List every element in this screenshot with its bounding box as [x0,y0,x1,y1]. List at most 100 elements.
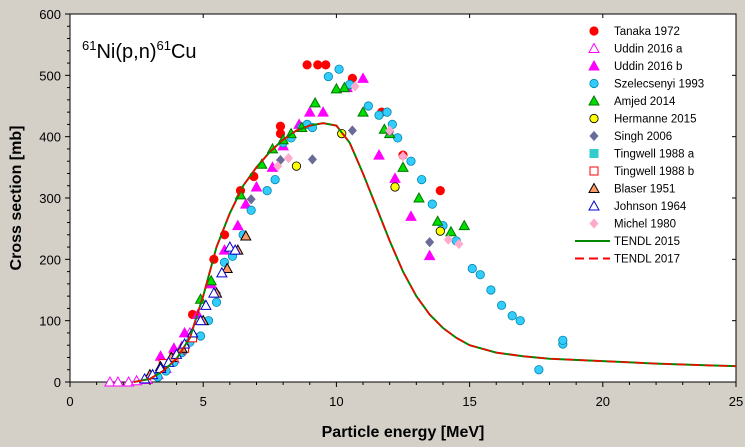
x-axis-title: Particle energy [MeV] [322,424,485,441]
point-singh-2006-2 [246,194,256,205]
point-michel-1980-0 [273,161,283,172]
point-amjed-2014-15 [413,191,425,203]
legend-label-johnson-1964: Johnson 1964 [614,201,687,213]
y-tick-label: 0 [54,375,61,390]
point-michel-1980-6 [454,238,464,250]
legend-label-uddin-2016-b: Uddin 2016 b [614,61,682,73]
point-amjed-2014-9 [330,82,343,94]
point-uddin-2016-b-8 [250,180,263,192]
point-uddin-2016-b-16 [373,149,385,160]
point-johnson-1964-12 [229,244,242,255]
point-johnson-1964-11 [223,241,236,252]
legend-label-szelecsenyi-1993: Szelecsenyi 1993 [614,79,704,91]
point-uddin-2016-b-12 [303,106,316,117]
legend-label-tendl-2017: TENDL 2017 [614,254,680,266]
legend-label-blaser-1951: Blaser 1951 [614,184,675,196]
point-szelecsenyi-1993-7 [211,297,222,307]
point-amjed-2014-11 [357,106,369,117]
point-johnson-1964-10 [215,266,228,278]
point-uddin-2016-b-13 [317,106,329,117]
legend-marker-szelecsenyi-1993 [589,78,599,89]
point-amjed-2014-18 [458,219,471,231]
point-szelecsenyi-1993-19 [323,71,334,82]
point-uddin-2016-b-15 [357,72,369,83]
y-tick-label: 300 [39,191,61,206]
plot-area [69,13,737,383]
point-szelecsenyi-1993-24 [382,107,392,117]
point-tanaka-1972-8 [313,60,323,70]
point-michel-1980-3 [385,125,395,136]
point-uddin-2016-b-19 [423,249,436,261]
point-michel-1980-1 [283,153,293,164]
point-johnson-1964-7 [194,314,207,326]
legend-marker-hermanne-2015 [589,113,599,124]
point-szelecsenyi-1993-34 [486,285,496,295]
legend-label-michel-1980: Michel 1980 [614,219,676,231]
point-hermanne-2015-2 [390,182,400,192]
point-singh-2006-5 [347,125,357,136]
point-tanaka-1972-6 [275,121,286,131]
point-szelecsenyi-1993-22 [363,101,373,111]
y-tick-label: 500 [39,68,61,83]
point-michel-1980-4 [398,151,408,162]
legend-marker-uddin-2016-b [588,59,600,71]
legend-marker-singh-2006 [589,130,599,142]
legend-label-uddin-2016-a: Uddin 2016 a [614,44,683,56]
point-blaser-1951-9 [239,229,252,241]
y-tick-label: 400 [39,130,61,145]
point-johnson-1964-8 [200,299,212,310]
point-tanaka-1972-7 [302,60,312,70]
point-uddin-2016-b-2 [178,326,191,338]
x-tick-label: 0 [66,394,73,409]
point-szelecsenyi-1993-12 [262,186,272,196]
point-tanaka-1972-9 [321,60,331,70]
y-axis-title: Cross section [mb] [8,126,25,271]
point-hermanne-2015-3 [435,226,445,236]
point-szelecsenyi-1993-13 [270,175,280,185]
point-szelecsenyi-1993-20 [334,64,344,74]
legend-marker-tingwell-1988-b [589,166,599,176]
point-szelecsenyi-1993-32 [467,263,477,274]
legend-marker-uddin-2016-a [588,42,600,53]
curve-tendl-2017 [133,122,737,383]
legend-marker-tanaka-1972 [589,26,599,36]
point-szelecsenyi-1993-23 [374,110,384,120]
point-blaser-1951-7 [221,262,234,274]
point-uddin-2016-a-1 [112,375,124,387]
point-szelecsenyi-1993-11 [246,205,256,215]
point-uddin-2016-b-18 [405,210,417,221]
legend-label-singh-2006: Singh 2006 [614,131,672,143]
legend-marker-amjed-2014 [588,94,600,106]
y-tick-label: 100 [39,314,61,329]
point-johnson-1964-9 [208,287,220,298]
point-szelecsenyi-1993-37 [515,316,525,326]
point-tanaka-1972-13 [435,186,445,196]
chart-title: 61Ni(p,n)61Cu [82,38,197,63]
point-szelecsenyi-1993-40 [558,335,568,345]
point-szelecsenyi-1993-29 [427,199,437,209]
legend-marker-blaser-1951 [588,182,600,193]
point-uddin-2016-b-7 [239,198,252,209]
legend-label-tendl-2015: TENDL 2015 [614,236,680,248]
point-szelecsenyi-1993-38 [534,365,544,375]
legend-label-hermanne-2015: Hermanne 2015 [614,114,696,126]
point-michel-1980-5 [443,234,453,245]
legend-marker-johnson-1964 [588,199,600,211]
x-tick-label: 20 [596,394,610,409]
legend: Tanaka 1972 Uddin 2016 a Uddin 2016 b Szele… [575,26,704,266]
legend-label-amjed-2014: Amjed 2014 [614,96,676,108]
point-szelecsenyi-1993-28 [417,175,427,185]
legend-marker-michel-1980 [589,218,599,229]
point-amjed-2014-17 [445,225,457,237]
point-szelecsenyi-1993-36 [507,311,517,321]
point-szelecsenyi-1993-33 [475,270,485,280]
point-singh-2006-7 [425,237,435,248]
point-amjed-2014-10 [338,81,351,93]
point-singh-2006-4 [307,154,317,165]
point-michel-1980-2 [350,81,360,92]
point-amjed-2014-1 [205,274,218,286]
legend-marker-tingwell-1988-a [589,149,599,158]
legend-label-tanaka-1972: Tanaka 1972 [614,26,680,38]
y-tick-label: 200 [39,252,61,267]
